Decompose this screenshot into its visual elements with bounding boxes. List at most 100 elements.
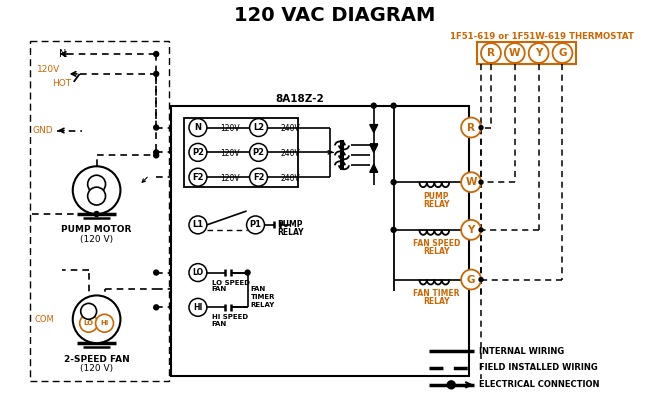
Circle shape — [479, 180, 483, 184]
Text: 240V: 240V — [280, 149, 300, 158]
Circle shape — [505, 43, 525, 63]
Text: P2: P2 — [192, 148, 204, 157]
Circle shape — [153, 270, 159, 275]
Polygon shape — [370, 124, 378, 132]
Text: (120 V): (120 V) — [80, 365, 113, 373]
Text: P1: P1 — [249, 220, 261, 229]
Circle shape — [249, 143, 267, 161]
Text: GND: GND — [32, 126, 53, 135]
Circle shape — [73, 295, 121, 343]
Text: FAN: FAN — [212, 321, 227, 327]
Text: F2: F2 — [253, 173, 264, 182]
Text: R: R — [487, 48, 495, 58]
Bar — [30, 41, 169, 381]
Text: 120V: 120V — [220, 124, 239, 133]
Text: P2: P2 — [253, 148, 265, 157]
Text: RELAY: RELAY — [423, 199, 450, 209]
Text: LO SPEED: LO SPEED — [212, 279, 250, 285]
Circle shape — [461, 269, 481, 290]
Circle shape — [247, 216, 265, 234]
Text: (120 V): (120 V) — [80, 235, 113, 244]
Text: PUMP MOTOR: PUMP MOTOR — [62, 225, 132, 234]
Text: COM: COM — [34, 315, 54, 324]
Text: PUMP: PUMP — [277, 220, 303, 229]
Text: FAN: FAN — [251, 287, 266, 292]
Text: Y: Y — [468, 225, 475, 235]
Circle shape — [479, 228, 483, 232]
Text: 120 VAC DIAGRAM: 120 VAC DIAGRAM — [234, 6, 436, 25]
Circle shape — [479, 277, 483, 282]
Text: HI: HI — [193, 303, 202, 312]
Circle shape — [153, 71, 159, 76]
Circle shape — [553, 43, 572, 63]
Circle shape — [249, 168, 267, 186]
Circle shape — [88, 175, 106, 193]
Circle shape — [153, 125, 159, 130]
Text: RELAY: RELAY — [423, 297, 450, 306]
Circle shape — [249, 119, 267, 137]
Text: 8A18Z-2: 8A18Z-2 — [276, 94, 324, 104]
Circle shape — [481, 43, 501, 63]
Circle shape — [153, 52, 159, 57]
Text: W: W — [509, 48, 521, 58]
Text: L2: L2 — [253, 123, 264, 132]
Circle shape — [448, 381, 455, 389]
Text: W: W — [466, 177, 477, 187]
Text: RELAY: RELAY — [423, 247, 450, 256]
Text: FAN SPEED: FAN SPEED — [413, 239, 460, 248]
Circle shape — [153, 305, 159, 310]
Circle shape — [153, 150, 159, 155]
Bar — [171, 106, 469, 376]
Text: R: R — [467, 122, 475, 132]
Polygon shape — [370, 145, 378, 153]
Text: TIMER: TIMER — [251, 295, 275, 300]
Circle shape — [153, 153, 159, 158]
Text: 120V: 120V — [37, 65, 60, 75]
Text: LO: LO — [84, 320, 94, 326]
Text: 120V: 120V — [220, 149, 239, 158]
Circle shape — [461, 220, 481, 240]
Circle shape — [189, 264, 207, 282]
Text: 2-SPEED FAN: 2-SPEED FAN — [64, 354, 129, 364]
Bar — [477, 42, 576, 64]
Circle shape — [96, 314, 113, 332]
Circle shape — [529, 43, 549, 63]
Text: N: N — [194, 123, 202, 132]
Text: 240V: 240V — [280, 124, 300, 133]
Text: F2: F2 — [192, 173, 204, 182]
Polygon shape — [370, 164, 378, 172]
Text: RELAY: RELAY — [277, 228, 304, 237]
Circle shape — [94, 212, 99, 217]
Circle shape — [371, 103, 377, 108]
Text: 120V: 120V — [220, 174, 239, 183]
Text: G: G — [558, 48, 567, 58]
Circle shape — [80, 303, 96, 319]
Text: FIELD INSTALLED WIRING: FIELD INSTALLED WIRING — [479, 363, 598, 372]
Circle shape — [189, 119, 207, 137]
Text: FAN TIMER: FAN TIMER — [413, 289, 460, 298]
Text: FAN: FAN — [212, 287, 227, 292]
Circle shape — [391, 228, 396, 233]
Text: INTERNAL WIRING: INTERNAL WIRING — [479, 347, 564, 356]
Circle shape — [461, 118, 481, 137]
Circle shape — [80, 314, 98, 332]
Text: HI: HI — [100, 320, 109, 326]
Circle shape — [479, 126, 483, 129]
Text: N: N — [60, 49, 67, 59]
Text: PUMP: PUMP — [423, 191, 449, 201]
Bar — [184, 118, 298, 187]
Text: L1: L1 — [192, 220, 204, 229]
Circle shape — [73, 166, 121, 214]
Text: 240V: 240V — [280, 174, 300, 183]
Circle shape — [461, 172, 481, 192]
Circle shape — [245, 270, 250, 275]
Circle shape — [88, 187, 106, 205]
Text: RELAY: RELAY — [251, 303, 275, 308]
Text: G: G — [467, 274, 475, 285]
Circle shape — [189, 216, 207, 234]
Text: HI SPEED: HI SPEED — [212, 314, 248, 320]
Circle shape — [391, 180, 396, 185]
Circle shape — [189, 298, 207, 316]
Text: LO: LO — [192, 268, 204, 277]
Circle shape — [189, 168, 207, 186]
